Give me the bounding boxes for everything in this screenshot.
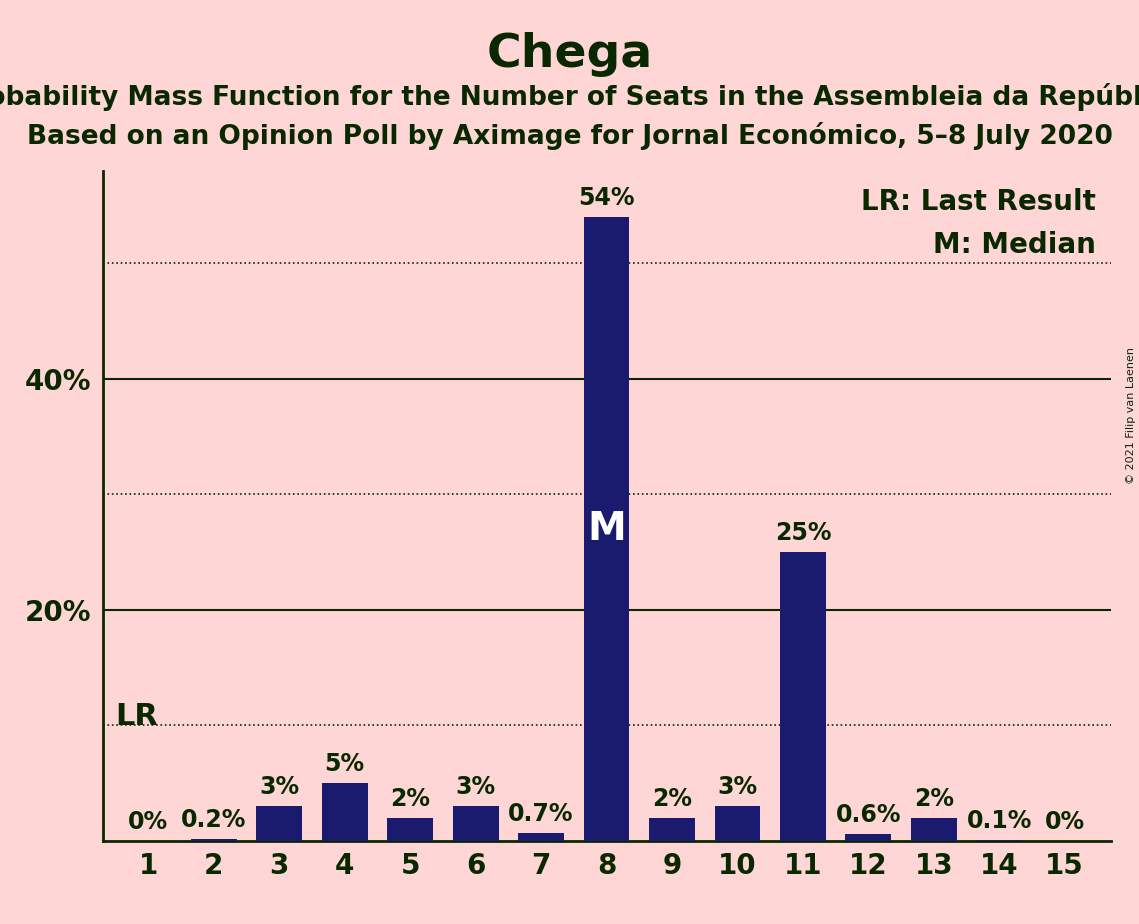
Bar xyxy=(911,818,957,841)
Bar xyxy=(583,217,630,841)
Text: 0.7%: 0.7% xyxy=(508,802,574,826)
Bar xyxy=(256,806,302,841)
Text: LR: LR xyxy=(115,702,158,731)
Text: 0.1%: 0.1% xyxy=(967,808,1032,833)
Bar xyxy=(322,784,368,841)
Bar xyxy=(649,818,695,841)
Text: 3%: 3% xyxy=(718,775,757,799)
Text: Based on an Opinion Poll by Aximage for Jornal Económico, 5–8 July 2020: Based on an Opinion Poll by Aximage for … xyxy=(26,122,1113,150)
Text: 54%: 54% xyxy=(579,187,634,211)
Text: 25%: 25% xyxy=(775,521,831,545)
Text: © 2021 Filip van Laenen: © 2021 Filip van Laenen xyxy=(1125,347,1136,484)
Text: 0%: 0% xyxy=(129,810,169,834)
Text: Probability Mass Function for the Number of Seats in the Assembleia da República: Probability Mass Function for the Number… xyxy=(0,83,1139,111)
Bar xyxy=(387,818,433,841)
Bar xyxy=(518,833,564,841)
Text: LR: Last Result: LR: Last Result xyxy=(861,188,1096,215)
Text: 3%: 3% xyxy=(456,775,495,799)
Text: 2%: 2% xyxy=(391,787,431,811)
Text: 2%: 2% xyxy=(913,787,953,811)
Text: 5%: 5% xyxy=(325,752,364,776)
Text: 2%: 2% xyxy=(652,787,693,811)
Text: 0.6%: 0.6% xyxy=(836,803,901,827)
Text: 0%: 0% xyxy=(1044,810,1084,834)
Text: M: Median: M: Median xyxy=(933,231,1096,260)
Text: 0.2%: 0.2% xyxy=(181,808,246,832)
Bar xyxy=(845,834,891,841)
Bar xyxy=(714,806,761,841)
Bar xyxy=(452,806,499,841)
Bar xyxy=(780,553,826,841)
Text: M: M xyxy=(587,510,626,548)
Text: Chega: Chega xyxy=(486,32,653,78)
Text: 3%: 3% xyxy=(260,775,300,799)
Bar xyxy=(191,839,237,841)
Bar xyxy=(976,840,1022,841)
